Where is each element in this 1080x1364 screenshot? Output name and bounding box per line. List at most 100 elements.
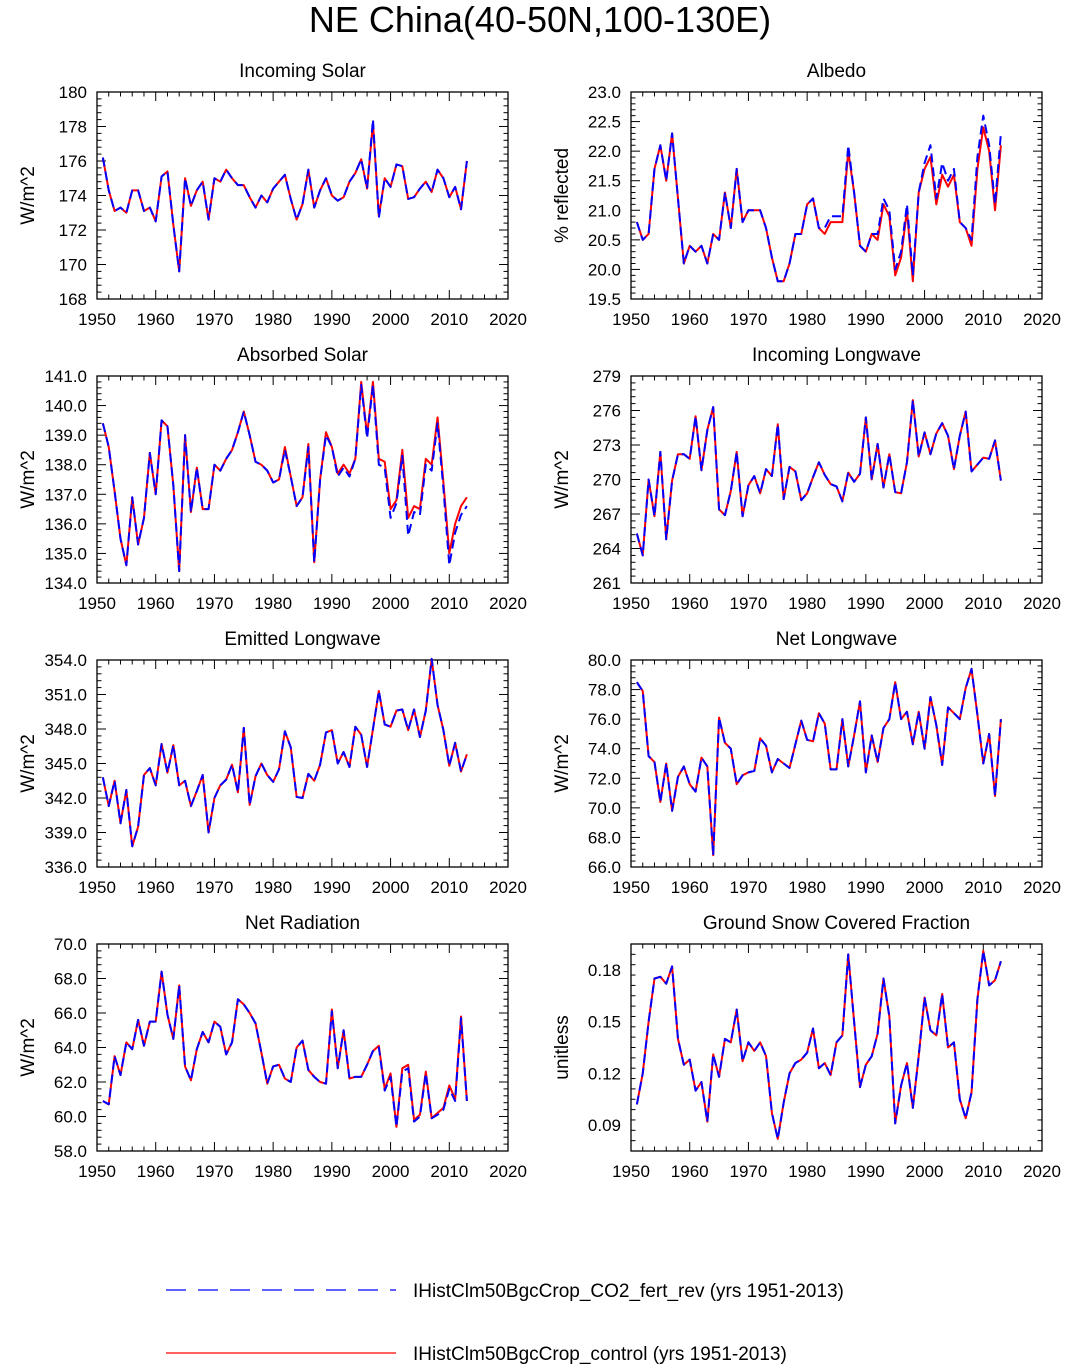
series-line-co2-fert-rev [635,114,1002,283]
x-tick-label: 1990 [313,1162,351,1181]
plot-frame [630,375,1043,584]
x-tick-label: 2010 [964,878,1002,897]
y-tick-label: 60.0 [54,1108,87,1127]
y-tick-label: 178 [59,118,87,137]
y-tick-label: 20.5 [588,231,621,250]
series-line-control [635,399,1002,557]
y-tick-label: 170 [59,256,87,275]
x-tick-label: 2000 [372,594,410,613]
x-tick-label: 1980 [788,594,826,613]
x-tick-label: 2010 [430,1162,468,1181]
panel-title: Incoming Longwave [752,345,921,366]
panel-title: Ground Snow Covered Fraction [703,913,970,934]
plot-frame [96,375,509,584]
x-tick-label: 2010 [964,594,1002,613]
y-tick-label: 21.0 [588,201,621,220]
series-line-control [635,126,1002,283]
y-tick-label: 64.0 [54,1039,87,1058]
y-tick-label: 136.0 [44,515,87,534]
panel-emitted-longwave: Emitted Longwave W/m^2 1950 1960 1970 1980 199… [18,629,527,897]
x-tick-label: 2000 [906,1162,944,1181]
y-tick-label: 176 [59,152,87,171]
x-tick-label: 1980 [254,1162,292,1181]
x-tick-label: 1980 [788,1162,826,1181]
x-tick-label: 2020 [489,1162,527,1181]
y-tick-label: 354.0 [44,651,87,670]
x-tick-label: 2010 [430,310,468,329]
x-tick-label: 1990 [847,594,885,613]
y-tick-label: 140.0 [44,397,87,416]
x-tick-label: 2020 [1023,594,1061,613]
panels: Incoming Solar W/m^2 1950 1960 1970 1980 1990 2… [18,61,1061,1181]
x-tick-label: 1980 [254,878,292,897]
x-tick-label: 1950 [78,310,116,329]
y-tick-label: 0.15 [588,1013,621,1032]
y-tick-label: 348.0 [44,720,87,739]
y-tick-label: 279 [593,367,621,386]
y-tick-label: 141.0 [44,367,87,386]
series-line-co2-fert-rev [101,657,468,848]
plot-frame [96,943,509,1152]
legend-label-0: IHistClm50BgcCrop_CO2_fert_rev (yrs 1951… [413,1281,844,1302]
legend-label-1: IHistClm50BgcCrop_control (yrs 1951-2013… [413,1344,787,1364]
y-tick-label: 342.0 [44,789,87,808]
x-tick-label: 1970 [730,1162,768,1181]
x-tick-label: 1970 [196,878,234,897]
x-tick-label: 2000 [906,310,944,329]
x-tick-label: 1960 [137,878,175,897]
x-tick-label: 1960 [671,594,709,613]
y-tick-label: 339.0 [44,824,87,843]
plot-frame [630,659,1043,868]
x-tick-label: 1990 [847,878,885,897]
y-tick-label: 336.0 [44,858,87,877]
series-line-control [636,667,1002,857]
x-tick-label: 1950 [78,594,116,613]
y-tick-label: 23.0 [588,83,621,102]
y-tick-label: 180 [59,83,87,102]
y-tick-label: 135.0 [44,544,87,563]
x-tick-label: 2020 [489,594,527,613]
panel-title: Net Radiation [245,913,360,934]
y-tick-label: 137.0 [44,485,87,504]
x-tick-label: 1960 [671,1162,709,1181]
x-tick-label: 1950 [612,310,650,329]
y-axis-label: W/m^2 [18,734,39,793]
y-axis-label: W/m^2 [552,734,573,793]
y-tick-label: 0.12 [588,1064,621,1083]
x-tick-label: 1990 [847,310,885,329]
y-tick-label: 168 [59,290,87,309]
x-tick-label: 1950 [612,878,650,897]
y-tick-label: 0.18 [588,961,621,980]
x-tick-label: 1950 [78,878,116,897]
panel-incoming-solar: Incoming Solar W/m^2 1950 1960 1970 1980 1990 2… [18,61,527,329]
panel-title: Albedo [807,61,866,82]
y-axis-label: W/m^2 [18,1018,39,1077]
panel-title: Incoming Solar [239,61,366,82]
x-tick-label: 1960 [671,878,709,897]
x-tick-label: 2010 [430,594,468,613]
y-tick-label: 139.0 [44,426,87,445]
y-tick-label: 172 [59,221,87,240]
series-line-co2-fert-rev [102,970,468,1128]
y-tick-label: 21.5 [588,172,621,191]
x-tick-label: 1960 [137,594,175,613]
panel-absorbed-solar: Absorbed Solar W/m^2 1950 1960 1970 1980 1990 2… [18,345,527,613]
x-tick-label: 1970 [196,310,234,329]
x-tick-label: 2000 [906,878,944,897]
y-tick-label: 264 [593,540,621,559]
panel-net-radiation: Net Radiation W/m^2 1950 1960 1970 1980 1990 20… [18,913,527,1181]
y-axis-label: % reflected [552,148,573,243]
x-tick-label: 1970 [730,310,768,329]
y-axis-label: unitless [552,1015,573,1079]
x-tick-label: 1970 [730,878,768,897]
series-line-co2-fert-rev [636,667,1002,857]
x-tick-label: 2000 [372,310,410,329]
x-tick-label: 2010 [430,878,468,897]
x-tick-label: 1960 [137,1162,175,1181]
x-tick-label: 1970 [196,594,234,613]
x-tick-label: 2020 [1023,878,1061,897]
y-axis-label: W/m^2 [552,450,573,509]
y-tick-label: 70.0 [54,935,87,954]
x-tick-label: 1980 [254,310,292,329]
